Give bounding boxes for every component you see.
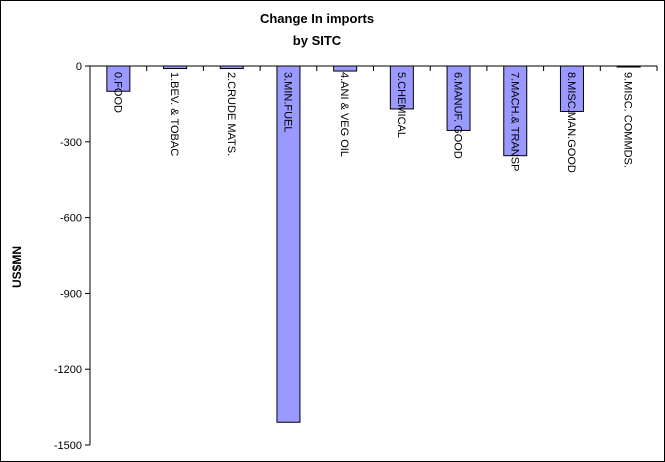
category-label: 8.MISC.MAN.GOOD [565, 72, 577, 173]
category-label: 6.MANUF. GOOD [452, 72, 464, 159]
category-label: 2.CRUDE MATS. [225, 72, 237, 156]
y-tick-label: -300 [60, 137, 82, 149]
y-tick-label: -1200 [54, 364, 82, 376]
chart-subtitle: by SITC [293, 33, 342, 48]
y-axis-label: US$MN [10, 246, 24, 288]
category-label: 7.MACH.& TRANSP [508, 72, 520, 171]
y-tick-label: -1500 [54, 440, 82, 452]
category-label: 0.FOOD [111, 72, 123, 113]
category-label: 1.BEV. & TOBAC [168, 72, 180, 156]
y-tick-label: -900 [60, 288, 82, 300]
chart-title: Change In imports [260, 11, 374, 26]
category-label: 4.ANI & VEG OIL [338, 72, 350, 157]
y-tick-label: -600 [60, 213, 82, 225]
category-label: 5.CHEMICAL [395, 72, 407, 138]
plot-area: 0 -300 -600 -900 -1200 -1500 0.FOOD 1.BEV. & TO… [54, 61, 658, 452]
y-tick-label: 0 [76, 61, 82, 73]
bar [333, 65, 358, 72]
category-label: 9.MISC. COMMDS. [622, 72, 634, 168]
category-label: 3.MIN.FUEL [281, 72, 293, 133]
